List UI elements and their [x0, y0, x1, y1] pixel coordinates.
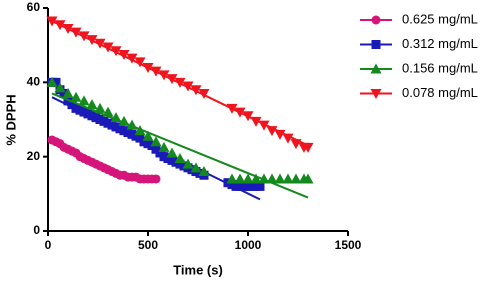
marker: [274, 129, 286, 140]
legend-label: 0.625 mg/mL: [402, 11, 478, 26]
marker: [290, 139, 302, 150]
y-axis-label: % DPPH: [3, 94, 18, 145]
marker: [290, 173, 302, 184]
marker: [226, 173, 238, 184]
marker: [118, 115, 130, 126]
marker: [302, 142, 314, 153]
marker: [190, 162, 202, 173]
marker: [51, 77, 61, 87]
x-tick-label: 0: [45, 238, 52, 252]
marker: [142, 62, 154, 73]
marker: [190, 85, 202, 96]
marker: [274, 173, 286, 184]
marker: [62, 23, 74, 34]
marker: [134, 57, 146, 68]
marker: [302, 173, 314, 184]
x-tick-label: 1500: [335, 238, 362, 252]
marker: [266, 126, 278, 137]
marker: [102, 106, 114, 117]
marker: [46, 16, 58, 27]
marker: [258, 120, 270, 131]
marker: [126, 119, 138, 130]
marker: [94, 102, 106, 113]
marker: [102, 42, 114, 53]
marker: [70, 91, 82, 102]
marker: [282, 173, 294, 184]
marker: [59, 88, 69, 98]
legend-marker: [371, 40, 381, 49]
marker: [70, 27, 82, 38]
marker: [174, 77, 186, 88]
marker: [150, 136, 162, 147]
marker: [126, 53, 138, 64]
y-tick-label: 40: [27, 75, 41, 89]
legend-label: 0.156 mg/mL: [402, 60, 478, 75]
marker: [234, 173, 246, 184]
marker: [250, 173, 262, 184]
y-tick-label: 20: [27, 149, 41, 163]
marker: [282, 133, 294, 144]
marker: [242, 111, 254, 122]
x-tick-label: 500: [138, 238, 158, 252]
marker: [234, 107, 246, 118]
marker: [46, 76, 58, 87]
marker: [151, 174, 161, 184]
marker: [182, 158, 194, 169]
marker: [86, 35, 98, 46]
marker: [150, 66, 162, 77]
marker: [158, 141, 170, 152]
marker: [198, 166, 210, 177]
marker: [78, 31, 90, 42]
marker: [134, 125, 146, 136]
marker: [158, 70, 170, 81]
x-axis-label: Time (s): [173, 262, 223, 277]
marker: [258, 173, 270, 184]
marker: [54, 20, 66, 31]
marker: [250, 116, 262, 127]
marker: [166, 74, 178, 85]
marker: [242, 173, 254, 184]
marker: [182, 81, 194, 92]
marker: [78, 95, 90, 106]
marker: [255, 181, 265, 191]
marker: [86, 99, 98, 110]
marker: [94, 38, 106, 49]
marker: [110, 112, 122, 123]
marker: [166, 147, 178, 158]
marker: [54, 82, 66, 93]
marker: [110, 46, 122, 57]
legend-marker: [370, 89, 382, 99]
marker: [266, 173, 278, 184]
marker: [142, 130, 154, 141]
legend-label: 0.078 mg/mL: [402, 85, 478, 100]
y-tick-label: 0: [33, 223, 40, 237]
x-tick-label: 1000: [235, 238, 262, 252]
marker: [198, 88, 210, 99]
y-tick-label: 60: [27, 0, 41, 14]
marker: [226, 103, 238, 114]
marker: [174, 153, 186, 164]
legend-marker: [371, 15, 381, 25]
marker: [62, 87, 74, 98]
marker: [118, 49, 130, 60]
legend-marker: [370, 63, 382, 74]
legend-label: 0.312 mg/mL: [402, 36, 478, 51]
